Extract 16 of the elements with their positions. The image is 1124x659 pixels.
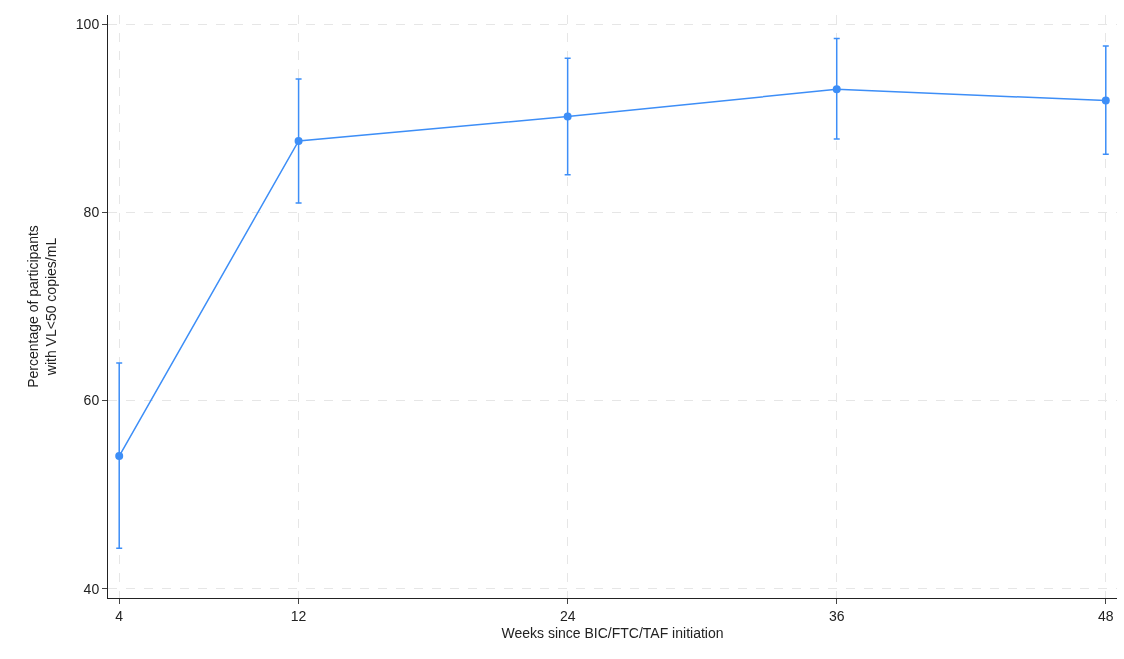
y-tick-label: 60 [83,392,100,409]
point [115,452,124,461]
y-tick-label: 40 [83,580,100,597]
y-tick-label: 100 [75,16,100,33]
y-tick-label: 80 [83,204,100,221]
point [832,85,841,94]
x-tick-label: 4 [115,607,124,624]
x-tick-label: 36 [828,607,845,624]
point [1101,96,1110,105]
y-axis-title: Percentage of participants with VL<50 copies/mL [25,225,60,388]
point [294,137,303,145]
x-tick-label: 24 [559,607,576,624]
point [563,112,572,121]
x-axis-title: Weeks since BIC/FTC/TAF initiation [501,625,724,642]
x-tick-label: 48 [1098,607,1114,624]
x-tick-label: 12 [290,607,307,624]
